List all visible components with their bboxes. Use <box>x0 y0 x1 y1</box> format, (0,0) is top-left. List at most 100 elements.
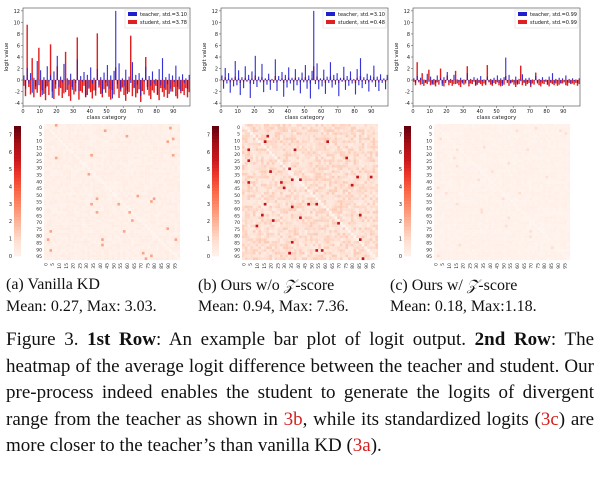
heat-cell <box>318 194 321 198</box>
heat-cell <box>171 167 175 171</box>
heat-y-tick-label: 95 <box>36 254 42 260</box>
heat-cell <box>73 170 77 174</box>
heat-cell <box>290 205 294 209</box>
heat-cell <box>71 208 74 212</box>
heat-cell <box>68 232 72 236</box>
heat-cell <box>73 208 77 212</box>
heat-cell <box>329 200 332 203</box>
heat-cell <box>166 208 170 212</box>
heat-cell <box>120 205 123 209</box>
heat-cell <box>152 194 156 198</box>
heat-cell <box>244 145 248 149</box>
heat-x-tick-label: 35 <box>91 263 97 269</box>
heat-cell <box>329 205 332 209</box>
heat-cell <box>63 186 66 190</box>
heat-cell <box>92 178 96 182</box>
heat-cell <box>71 192 74 195</box>
heat-cell <box>171 246 175 250</box>
heat-cell <box>54 134 58 138</box>
heat-cell <box>152 251 156 255</box>
heat-cell <box>44 170 47 174</box>
heat-cell <box>82 200 85 203</box>
heat-cell <box>263 167 267 171</box>
heat-cell <box>160 254 164 258</box>
heat-cell <box>144 257 148 261</box>
heat-cell <box>139 200 142 203</box>
heat-cell <box>125 178 129 182</box>
heat-cell <box>158 164 162 168</box>
heat-cell <box>296 192 300 195</box>
heat-cell <box>87 186 91 190</box>
heat-cell <box>90 221 94 225</box>
heat-cell <box>285 194 289 198</box>
student-bar <box>511 80 514 83</box>
heat-cell <box>158 211 162 214</box>
heat-cell <box>87 227 91 231</box>
heat-cell <box>242 164 245 168</box>
heat-cell <box>277 132 281 135</box>
teacher-bar <box>568 78 570 81</box>
heat-cell <box>296 181 300 184</box>
x-tick-label: 70 <box>137 109 143 115</box>
heat-cell <box>128 143 132 146</box>
heat-cell <box>285 172 289 176</box>
heat-cell <box>169 194 172 198</box>
heat-cell <box>312 132 316 135</box>
heat-cell <box>304 183 308 187</box>
heat-cell <box>166 134 170 138</box>
heat-cell <box>282 148 286 152</box>
heat-cell <box>125 192 129 195</box>
heat-cell <box>288 137 292 141</box>
heat-cell <box>131 153 134 157</box>
heat-cell <box>101 216 104 220</box>
heat-cell <box>337 134 340 138</box>
heat-cell <box>361 129 365 133</box>
heat-cell <box>136 137 140 141</box>
heat-cell <box>44 221 47 225</box>
heat-cell <box>54 143 58 146</box>
heat-cell <box>57 186 61 190</box>
heat-cell <box>247 153 251 157</box>
heat-cell <box>358 145 362 149</box>
heat-cell <box>117 178 121 182</box>
heat-cell <box>307 156 311 160</box>
heat-cell <box>353 132 357 135</box>
heat-cell <box>60 186 64 190</box>
heat-cell <box>65 183 69 187</box>
heat-cell <box>171 151 175 154</box>
heat-cell <box>103 213 107 217</box>
heat-cell <box>299 189 302 193</box>
heat-cell <box>49 175 53 179</box>
student-bar <box>545 80 547 82</box>
heat-cell <box>52 189 55 193</box>
heat-cell <box>84 211 88 214</box>
heat-cell <box>271 132 275 135</box>
heat-cell <box>68 143 72 146</box>
heat-cell <box>84 219 88 222</box>
heat-cell <box>63 216 66 220</box>
heat-cell <box>318 153 321 157</box>
heat-cell <box>315 129 319 133</box>
heat-cell <box>290 170 294 174</box>
heat-cell <box>242 200 245 203</box>
student-bar <box>463 80 465 85</box>
heat-cell <box>301 208 305 212</box>
heat-cell <box>109 167 113 171</box>
heat-cell <box>122 251 126 255</box>
heat-cell <box>103 249 107 252</box>
heat-cell <box>46 134 50 138</box>
heat-cell <box>65 216 69 220</box>
heat-cell <box>101 126 104 130</box>
teacher-bar <box>373 65 375 81</box>
heat-cell <box>315 197 319 201</box>
heat-cell <box>361 148 365 152</box>
heat-cell <box>290 194 294 198</box>
heat-cell <box>65 246 69 250</box>
heat-cell <box>252 183 256 187</box>
heat-cell <box>60 153 64 157</box>
heat-y-tick-label: 20 <box>36 152 42 158</box>
heat-cell <box>310 175 313 179</box>
teacher-bar <box>243 80 245 89</box>
heat-cell <box>255 170 259 174</box>
colorbar-segment <box>14 139 21 143</box>
